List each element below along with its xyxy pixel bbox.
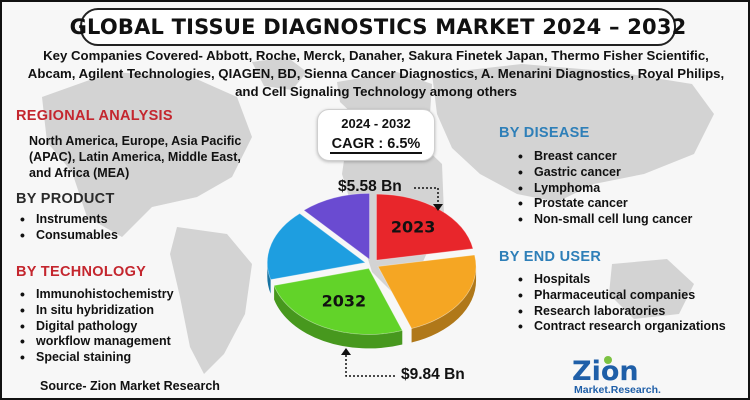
by-end-user-heading: BY END USER xyxy=(499,249,602,265)
list-item: Gastric cancer xyxy=(514,165,692,181)
pie-label-2023: 2023 xyxy=(391,217,436,236)
end-user-list: Hospitals Pharmaceutical companies Resea… xyxy=(514,272,726,335)
arrowhead-2023 xyxy=(433,204,443,211)
key-companies-text: Key Companies Covered- Abbott, Roche, Me… xyxy=(27,48,725,99)
list-item: Special staining xyxy=(16,350,174,366)
logo-tagline: Market.Research. xyxy=(574,384,661,396)
zion-logo: Zion Market.Research. xyxy=(572,356,661,396)
list-item: Hospitals xyxy=(514,272,726,288)
list-item: Breast cancer xyxy=(514,149,692,165)
list-item: In situ hybridization xyxy=(16,303,174,319)
regional-analysis-heading: REGIONAL ANALYSIS xyxy=(16,108,173,124)
list-item: Consumables xyxy=(16,228,118,244)
regional-analysis-text: North America, Europe, Asia Pacific (APA… xyxy=(29,134,242,180)
list-item: Digital pathology xyxy=(16,319,174,335)
arrowhead-2032 xyxy=(341,348,351,355)
list-item: Lymphoma xyxy=(514,181,692,197)
technology-list: Immunohistochemistry In situ hybridizati… xyxy=(16,287,174,366)
product-list: Instruments Consumables xyxy=(16,212,118,244)
pie-chart: 2023 2032 xyxy=(266,192,477,349)
cagr-value: CAGR : 6.5% xyxy=(329,136,423,154)
pie-slice-purple xyxy=(303,192,370,261)
list-item: workflow management xyxy=(16,334,174,350)
disease-list: Breast cancer Gastric cancer Lymphoma Pr… xyxy=(514,149,692,228)
page-title: GLOBAL TISSUE DIAGNOSTICS MARKET 2024 – … xyxy=(70,8,686,46)
leader-2023 xyxy=(414,187,439,205)
list-item: Immunohistochemistry xyxy=(16,287,174,303)
forecast-period: 2024 - 2032 xyxy=(341,116,411,131)
leader-2032 xyxy=(345,354,395,377)
pie-slice-2023: 2023 xyxy=(376,193,474,261)
data-label-2032-value: $9.84 Bn xyxy=(401,366,465,383)
pie-slice-2032: 2032 xyxy=(273,267,403,349)
by-technology-heading: BY TECHNOLOGY xyxy=(16,264,147,280)
list-item: Pharmaceutical companies xyxy=(514,288,726,304)
source-text: Source- Zion Market Research xyxy=(40,379,220,393)
data-label-2023-value: $5.58 Bn xyxy=(338,178,402,195)
list-item: Prostate cancer xyxy=(514,196,692,212)
pie-label-2032: 2032 xyxy=(322,292,367,311)
logo-dot xyxy=(604,356,612,364)
list-item: Instruments xyxy=(16,212,118,228)
cagr-box: 2024 - 2032 CAGR : 6.5% xyxy=(317,109,435,161)
list-item: Non-small cell lung cancer xyxy=(514,212,692,228)
pie-slice-blue xyxy=(266,213,367,294)
by-disease-heading: BY DISEASE xyxy=(499,125,590,141)
by-product-heading: BY PRODUCT xyxy=(16,191,115,207)
list-item: Research laboratories xyxy=(514,304,726,320)
pie-slice-orange xyxy=(377,254,477,343)
list-item: Contract research organizations xyxy=(514,319,726,335)
